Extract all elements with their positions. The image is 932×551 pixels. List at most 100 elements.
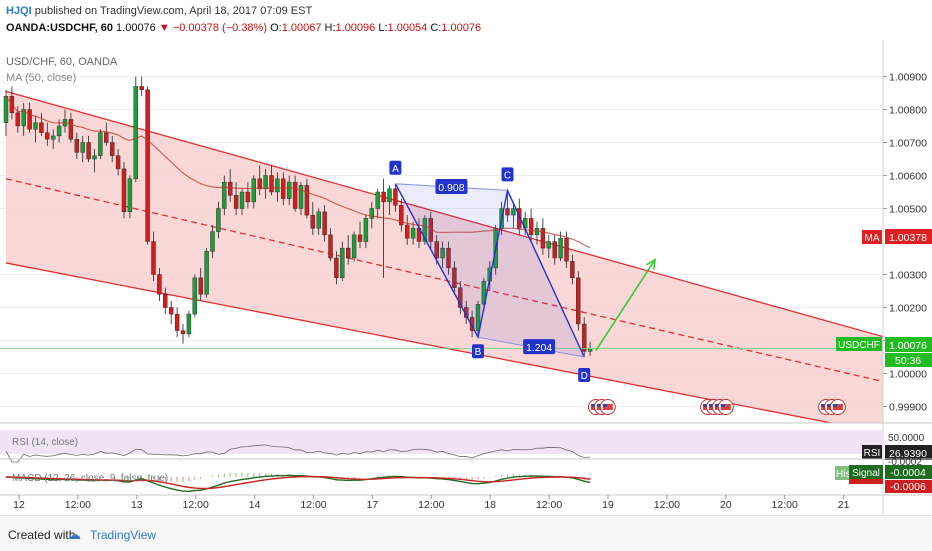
candle-body[interactable]	[387, 188, 392, 203]
candle-body[interactable]	[45, 132, 50, 140]
candle-body[interactable]	[357, 234, 363, 242]
candle-body[interactable]	[434, 241, 439, 259]
candle-body[interactable]	[393, 188, 398, 206]
harmonic-pattern[interactable]: A B C D 0.908 1.204	[389, 160, 591, 382]
candle-body[interactable]	[475, 304, 481, 331]
candle-body[interactable]	[263, 175, 268, 189]
candle-body[interactable]	[310, 214, 315, 229]
candle-body[interactable]	[405, 224, 410, 239]
candle-body[interactable]	[163, 294, 168, 308]
signal-badge-label: Signal	[852, 468, 880, 479]
tradingview-brand[interactable]: TradingView	[90, 528, 157, 542]
candle-body[interactable]	[576, 277, 581, 325]
candle-body[interactable]	[546, 241, 551, 249]
candle-body[interactable]	[109, 142, 115, 156]
candle-body[interactable]	[328, 234, 333, 259]
candle-body[interactable]	[56, 125, 62, 137]
pattern-legs[interactable]	[394, 183, 585, 358]
candle-body[interactable]	[369, 208, 374, 219]
candle-body[interactable]	[251, 178, 257, 203]
candle-body[interactable]	[39, 122, 44, 133]
candle-body[interactable]	[245, 191, 251, 203]
candle-body[interactable]	[157, 274, 162, 295]
candle-body[interactable]	[239, 191, 245, 209]
candle-body[interactable]	[452, 267, 457, 288]
candle-body[interactable]	[292, 181, 298, 209]
candle-body[interactable]	[86, 142, 91, 160]
candle-body[interactable]	[192, 277, 198, 315]
candle-body[interactable]	[458, 287, 463, 308]
candle-body[interactable]	[334, 257, 339, 278]
candle-body[interactable]	[92, 155, 97, 160]
candle-body[interactable]	[204, 251, 209, 295]
candle-body[interactable]	[104, 132, 109, 143]
candle-body[interactable]	[481, 280, 487, 305]
candle-body[interactable]	[316, 211, 321, 229]
candle-body[interactable]	[21, 109, 26, 127]
candle-body[interactable]	[121, 168, 127, 212]
candle-body[interactable]	[322, 211, 327, 236]
channel-upper-line[interactable]	[5, 90, 891, 339]
candle-body[interactable]	[227, 181, 233, 196]
candle-body[interactable]	[269, 175, 274, 193]
candle-body[interactable]	[440, 247, 445, 259]
time-axis[interactable]: 12 12:00 13 12:00 14 12:00 17 12:00 18 12:00 19 12:…	[13, 495, 850, 511]
candle-body[interactable]	[145, 89, 150, 242]
candle-body[interactable]	[399, 204, 404, 226]
candle-body[interactable]	[216, 208, 221, 232]
candle-body[interactable]	[346, 247, 351, 259]
candle-body[interactable]	[363, 218, 369, 242]
candle-body[interactable]	[410, 228, 416, 239]
countdown: 50:36	[895, 355, 921, 367]
candle-body[interactable]	[186, 313, 192, 335]
candle-body[interactable]	[298, 185, 304, 209]
candle-body[interactable]	[210, 231, 215, 252]
candle-body[interactable]	[552, 241, 557, 259]
candle-body[interactable]	[174, 313, 180, 331]
candle-body[interactable]	[222, 181, 227, 209]
candle-body[interactable]	[340, 247, 345, 279]
candle-body[interactable]	[27, 109, 32, 130]
projection-arrow[interactable]	[595, 259, 656, 351]
candle-body[interactable]	[257, 178, 262, 189]
candle-body[interactable]	[446, 247, 451, 269]
price-chart[interactable]: A B C D 0.908 1.204 USD/CHF, 60, OANDA MA (50…	[0, 40, 932, 515]
candle-body[interactable]	[517, 208, 522, 229]
candle-body[interactable]	[33, 122, 38, 130]
candle-body[interactable]	[151, 241, 156, 275]
candle-body[interactable]	[511, 208, 516, 216]
candle-body[interactable]	[139, 86, 144, 90]
candle-body[interactable]	[375, 191, 380, 209]
candle-body[interactable]	[133, 86, 139, 180]
point-label-box	[578, 368, 591, 382]
candle-body[interactable]	[570, 261, 575, 279]
candle-body[interactable]	[564, 237, 569, 262]
candle-body[interactable]	[381, 191, 386, 203]
candle-body[interactable]	[127, 178, 133, 213]
ratio-bd: 1.204	[526, 342, 552, 354]
candle-body[interactable]	[275, 178, 280, 193]
candle-body[interactable]	[558, 237, 563, 259]
candle-body[interactable]	[540, 228, 546, 249]
candle-body[interactable]	[233, 195, 239, 209]
candle-body[interactable]	[198, 277, 203, 295]
candle-body[interactable]	[587, 348, 593, 352]
candle-body[interactable]	[51, 135, 56, 140]
candle-body[interactable]	[15, 112, 21, 127]
candle-body[interactable]	[287, 181, 292, 199]
candle-body[interactable]	[422, 218, 428, 242]
candle-body[interactable]	[68, 119, 74, 140]
candle-body[interactable]	[80, 142, 85, 153]
candle-body[interactable]	[304, 185, 310, 216]
candle-body[interactable]	[98, 132, 103, 156]
candle-body[interactable]	[3, 96, 9, 123]
author-name[interactable]: HJQI	[6, 5, 32, 17]
candle-body[interactable]	[74, 138, 80, 153]
candle-body[interactable]	[505, 208, 510, 216]
candle-body[interactable]	[168, 307, 174, 315]
candle-body[interactable]	[180, 330, 186, 335]
candle-body[interactable]	[351, 234, 357, 259]
candle-body[interactable]	[582, 323, 587, 352]
candle-body[interactable]	[528, 218, 534, 236]
candle-body[interactable]	[115, 155, 121, 170]
